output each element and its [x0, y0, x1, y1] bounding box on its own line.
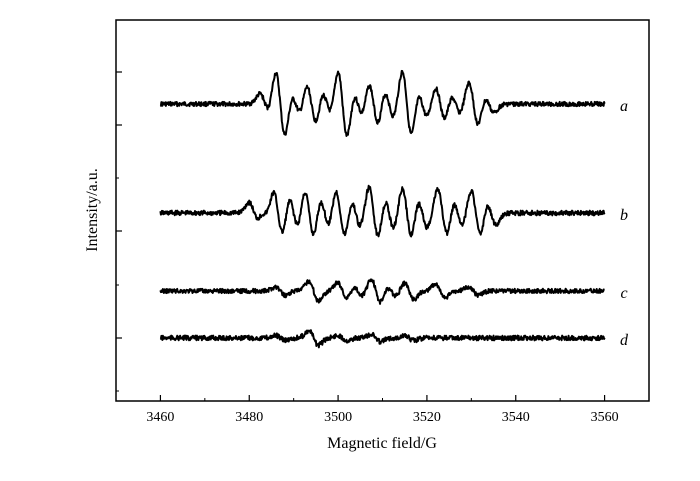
x-tick-label: 3460 [146, 410, 174, 425]
x-tick-label: 3540 [502, 410, 530, 425]
trace-a [159, 69, 606, 137]
y-axis-ticks [116, 71, 122, 392]
series-label-b: b [620, 207, 628, 224]
x-axis-label: Magnetic field/G [327, 435, 437, 452]
series-label-c: c [620, 285, 627, 302]
y-axis-label: Intensity/a.u. [84, 168, 101, 252]
x-tick-label: 3560 [591, 410, 619, 425]
series-labels: a b c d [620, 98, 629, 349]
series-label-d: d [620, 332, 629, 349]
x-tick-label: 3500 [324, 410, 352, 425]
x-axis-ticks: 3460 3480 3500 3520 3540 3560 [115, 395, 650, 425]
x-tick-label: 3480 [235, 410, 263, 425]
trace-d [159, 329, 606, 349]
x-tick-label: 3520 [413, 410, 441, 425]
series-label-a: a [620, 98, 628, 115]
trace-b [159, 184, 606, 238]
trace-c [159, 278, 606, 305]
traces [159, 69, 606, 349]
